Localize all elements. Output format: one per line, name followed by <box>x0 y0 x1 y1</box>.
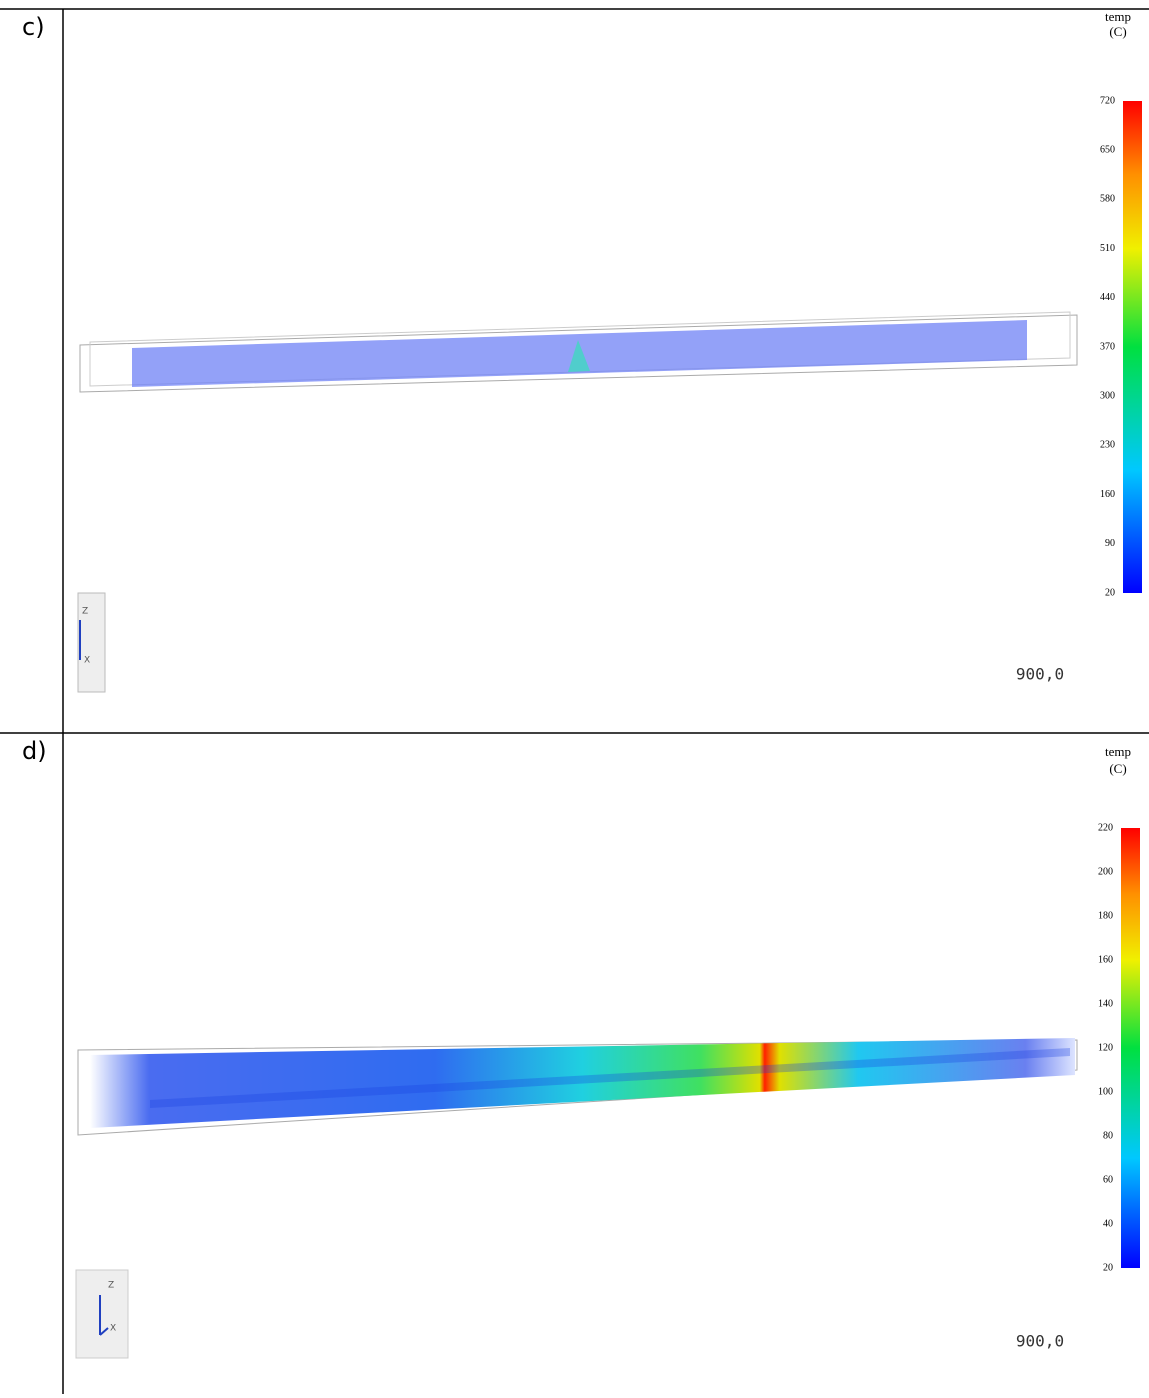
colorbar-tick: 370 <box>1100 341 1115 352</box>
axis-x: X <box>110 1324 116 1334</box>
axis-z: Z <box>82 607 88 617</box>
beam-d <box>77 1038 1078 1136</box>
panel-label: d) <box>22 737 47 765</box>
colorbar-tick: 160 <box>1100 489 1115 500</box>
time-label: 900,0 <box>1016 1332 1064 1351</box>
colorbar-tick: 80 <box>1103 1130 1113 1141</box>
axis-z: Z <box>108 1281 114 1291</box>
colorbar-tick: 650 <box>1100 144 1115 155</box>
colorbar-tick: 140 <box>1098 998 1113 1009</box>
time-label: 900,0 <box>1016 665 1064 684</box>
legend-unit: (C) <box>1109 761 1126 776</box>
colorbar-tick: 440 <box>1100 292 1115 303</box>
colorbar-tick: 40 <box>1103 1218 1113 1229</box>
colorbar <box>1121 828 1140 1268</box>
colorbar-tick: 200 <box>1098 866 1113 877</box>
colorbar-tick: 720 <box>1100 95 1115 106</box>
colorbar-tick: 20 <box>1103 1262 1113 1273</box>
axis-x: X <box>84 656 90 666</box>
colorbar-tick: 120 <box>1098 1042 1113 1053</box>
colorbar-tick: 180 <box>1098 910 1113 921</box>
legend-unit: (C) <box>1109 24 1126 39</box>
frame <box>0 8 1149 1394</box>
legend-title: temp <box>1105 9 1131 24</box>
colorbar-tick: 160 <box>1098 954 1113 965</box>
colorbar-tick: 20 <box>1105 587 1115 598</box>
colorbar-tick: 580 <box>1100 194 1115 205</box>
colorbar-tick: 300 <box>1100 390 1115 401</box>
axis-widget <box>75 592 129 1359</box>
colorbar-tick: 90 <box>1105 538 1115 549</box>
legend-title: temp <box>1105 744 1131 759</box>
colorbar-tick: 100 <box>1098 1086 1113 1097</box>
colorbar-tick: 510 <box>1100 243 1115 254</box>
colorbar-tick: 60 <box>1103 1174 1113 1185</box>
colorbar-tick: 220 <box>1098 822 1113 833</box>
panel-label: c) <box>22 13 45 41</box>
colorbar-tick: 230 <box>1100 440 1115 451</box>
colorbar <box>1123 101 1142 593</box>
beam-c <box>79 311 1078 393</box>
